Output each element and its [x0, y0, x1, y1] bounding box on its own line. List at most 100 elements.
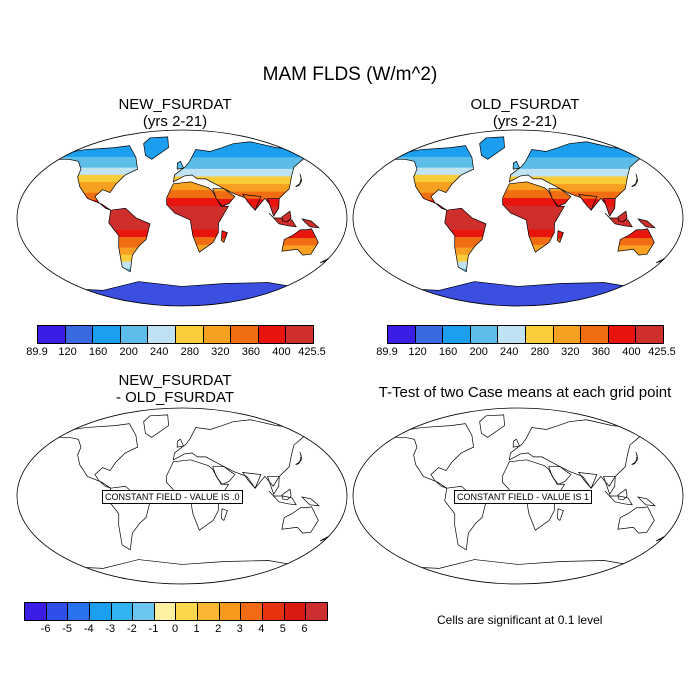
field-band: [509, 172, 648, 177]
field-band: [548, 201, 571, 203]
field-band: [242, 199, 261, 202]
field-band: [604, 222, 633, 224]
field-band: [603, 199, 616, 201]
field-band: [242, 196, 261, 198]
field-band: [603, 208, 616, 210]
field-band: [173, 149, 312, 154]
colorbar-swatch: [388, 326, 416, 343]
field-band: [173, 168, 312, 173]
field-band: [108, 236, 150, 241]
field-band: [212, 202, 235, 204]
coastline: [301, 496, 320, 507]
field-band: [617, 249, 655, 252]
colorbar-swatch: [306, 603, 327, 620]
colorbar-swatch: [120, 326, 149, 343]
coastline: [172, 141, 312, 211]
field-band: [513, 161, 520, 163]
field-band: [143, 139, 169, 142]
field-band: [143, 140, 169, 143]
field-band: [578, 198, 597, 201]
field-band: [509, 168, 648, 173]
coastline: [557, 230, 564, 244]
field-band: [396, 297, 640, 300]
field-band: [108, 261, 150, 266]
field-band: [108, 222, 150, 227]
field-band: [396, 289, 640, 292]
field-band: [166, 240, 229, 245]
colorbar-swatch: [68, 603, 90, 620]
field-band: [509, 183, 648, 188]
field-band: [548, 199, 571, 201]
field-band: [166, 232, 229, 238]
coastline: [56, 423, 138, 489]
colorbar-swatch: [46, 603, 69, 620]
field-band: [143, 146, 169, 149]
field-band: [267, 212, 280, 214]
field-band: [166, 189, 229, 195]
field-band: [444, 268, 486, 272]
figure-title: MAM FLDS (W/m^2): [262, 64, 438, 85]
field-band: [268, 220, 297, 223]
field-band: [57, 185, 138, 190]
field-band: [617, 231, 655, 234]
field-band: [548, 188, 571, 191]
colorbar-old: [387, 325, 664, 344]
coastline: [512, 438, 521, 448]
colorbar-swatch: [25, 603, 47, 620]
coastline: [548, 188, 572, 207]
coastline: [143, 414, 169, 438]
field-band: [108, 240, 150, 245]
map-border: [352, 129, 684, 307]
colorbar-tick-label: 89.9: [376, 346, 398, 358]
colorbar-tick-label: 280: [180, 346, 199, 358]
field-band: [444, 236, 486, 241]
field-band: [548, 203, 571, 205]
coastline: [56, 145, 138, 211]
field-band: [479, 151, 505, 154]
field-band: [617, 233, 655, 236]
field-band: [60, 299, 304, 302]
coastline: [281, 488, 292, 501]
field-band: [242, 200, 261, 203]
field-band: [548, 194, 571, 197]
field-band: [502, 217, 565, 222]
field-band: [578, 196, 597, 198]
field-band: [502, 205, 565, 210]
field-band: [479, 150, 505, 153]
field-band: [267, 208, 280, 210]
colorbar-tick-label: 360: [591, 346, 611, 358]
field-band: [617, 239, 655, 241]
field-band: [242, 203, 261, 205]
field-band: [281, 250, 319, 253]
coastline: [60, 281, 305, 306]
colorbar-tick-label: -5: [62, 623, 73, 635]
field-band: [143, 153, 169, 155]
field-band: [393, 177, 474, 182]
field-band: [267, 209, 280, 211]
field-band: [267, 213, 280, 215]
field-band: [57, 188, 138, 193]
field-band: [444, 215, 486, 220]
field-band: [212, 190, 235, 193]
field-band: [166, 193, 229, 198]
field-band: [393, 149, 474, 154]
colorbar-tick-label: 320: [211, 346, 230, 358]
field-band: [578, 200, 597, 203]
constant-field-label-diff: CONSTANT FIELD - VALUE IS .0: [102, 490, 243, 504]
field-band: [108, 243, 150, 248]
field-band: [267, 207, 280, 209]
field-band: [578, 198, 597, 200]
field-band: [60, 301, 304, 304]
field-band: [143, 154, 169, 157]
field-band: [173, 145, 312, 150]
field-band: [212, 188, 235, 191]
field-band: [57, 152, 138, 157]
field-band: [548, 202, 571, 204]
field-band: [396, 300, 640, 303]
field-band: [393, 167, 474, 172]
field-band: [444, 218, 486, 223]
field-band: [166, 213, 229, 218]
field-band: [444, 225, 486, 230]
field-band: [281, 233, 319, 236]
